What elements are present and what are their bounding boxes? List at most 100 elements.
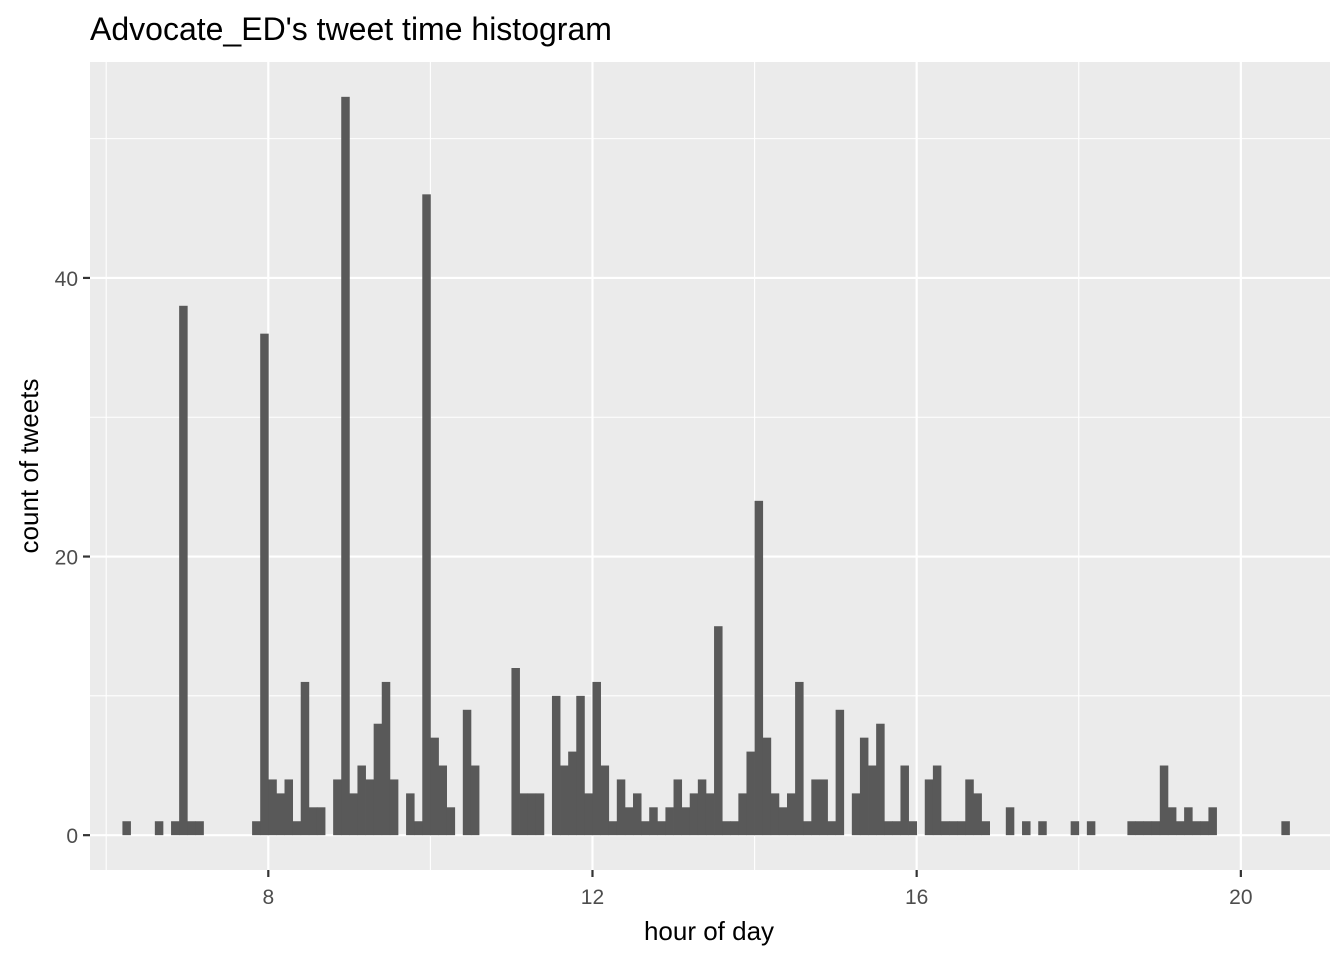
histogram-bar: [308, 807, 318, 836]
histogram-bar: [389, 779, 399, 836]
histogram-bar: [1167, 807, 1177, 836]
histogram-bar: [1184, 807, 1193, 836]
histogram-bar: [892, 821, 901, 836]
histogram-bar: [616, 779, 626, 836]
y-tick-label: 40: [55, 268, 78, 291]
histogram-bar: [268, 779, 277, 836]
histogram-bar: [689, 793, 699, 836]
histogram-bar: [714, 626, 723, 836]
histogram-bar: [1022, 821, 1031, 836]
histogram-bar: [252, 821, 261, 836]
histogram-bar: [795, 681, 804, 836]
histogram-bar: [884, 821, 893, 836]
y-tick-label: 0: [66, 825, 78, 848]
histogram-bar: [608, 821, 618, 836]
histogram-bar: [568, 751, 577, 836]
histogram-bar: [851, 793, 861, 836]
histogram-bar: [730, 821, 739, 836]
histogram-bar: [1005, 807, 1015, 836]
plot-panel: [90, 62, 1330, 870]
chart-title: Advocate_ED's tweet time histogram: [90, 11, 612, 47]
histogram-bar: [560, 765, 569, 836]
histogram-bar: [665, 807, 674, 836]
histogram-bar: [1143, 821, 1153, 836]
histogram-bars: [122, 96, 1290, 836]
histogram-bar: [187, 821, 196, 836]
histogram-bar: [827, 821, 837, 836]
histogram-bar: [195, 821, 204, 836]
histogram-bar: [551, 695, 561, 836]
histogram-bar: [1200, 821, 1209, 836]
x-axis: 8 12 16 20: [262, 870, 1253, 909]
histogram-bar: [470, 765, 480, 836]
histogram-bar: [1281, 821, 1290, 836]
histogram-bar: [738, 793, 747, 836]
histogram-bar: [349, 793, 358, 836]
histogram-bar: [154, 821, 164, 836]
y-tick-label: 20: [55, 547, 78, 570]
histogram-bar: [316, 807, 326, 836]
histogram-bar: [527, 793, 537, 836]
histogram-bar: [876, 723, 885, 836]
histogram-bar: [835, 709, 845, 836]
histogram-bar: [292, 821, 302, 836]
histogram-bar: [357, 765, 366, 836]
histogram-bar: [600, 765, 610, 836]
histogram-bar: [179, 305, 188, 836]
histogram-bar: [754, 500, 764, 836]
histogram-bar: [1135, 821, 1144, 836]
histogram-bar: [511, 668, 520, 836]
histogram-bar: [811, 779, 820, 836]
histogram-bar: [1151, 821, 1161, 836]
histogram-bar: [462, 709, 472, 836]
histogram-bar: [957, 821, 966, 836]
histogram-bar: [381, 681, 391, 836]
histogram-bar: [406, 793, 415, 836]
major-gridlines: [90, 62, 1330, 870]
histogram-bar: [300, 681, 310, 836]
histogram-bar: [592, 681, 601, 836]
histogram-bar: [1192, 821, 1201, 836]
histogram-bar: [1127, 821, 1136, 836]
histogram-bar: [1159, 765, 1169, 836]
histogram-bar: [171, 821, 180, 836]
histogram-bar: [1176, 821, 1185, 836]
histogram-bar: [803, 821, 812, 836]
histogram-bar: [1070, 821, 1080, 836]
histogram-bar: [584, 793, 593, 836]
histogram-bar: [641, 821, 650, 836]
histogram-bar: [519, 793, 529, 836]
histogram-bar: [576, 695, 585, 836]
histogram-bar: [697, 779, 707, 836]
histogram-bar: [1086, 821, 1096, 836]
histogram-bar: [819, 779, 828, 836]
histogram-bar: [859, 737, 869, 836]
histogram-bar: [786, 793, 796, 836]
histogram-bar: [940, 821, 950, 836]
histogram-bar: [1208, 807, 1217, 836]
histogram-bar: [981, 821, 990, 836]
histogram-bar: [430, 737, 439, 836]
histogram-bar: [365, 779, 375, 836]
histogram-bar: [746, 751, 755, 836]
histogram-bar: [422, 194, 431, 836]
histogram-bar: [908, 821, 918, 836]
x-tick-label: 12: [581, 886, 604, 909]
histogram-bar: [965, 779, 974, 836]
histogram-bar: [900, 765, 909, 836]
x-axis-title: hour of day: [644, 916, 774, 946]
y-axis-title: count of tweets: [14, 379, 44, 554]
histogram-bar: [341, 96, 350, 836]
histogram-bar: [284, 779, 294, 836]
histogram-bar: [333, 779, 342, 836]
histogram-bar: [1038, 821, 1047, 836]
histogram-bar: [949, 821, 958, 836]
x-tick-label: 16: [905, 886, 928, 909]
histogram-bar: [535, 793, 545, 836]
histogram-bar: [373, 723, 383, 836]
histogram-bar: [762, 737, 772, 836]
histogram-bar: [657, 821, 666, 836]
y-axis: 0 20 40: [55, 268, 90, 848]
histogram-bar: [649, 807, 658, 836]
x-tick-label: 20: [1229, 886, 1252, 909]
